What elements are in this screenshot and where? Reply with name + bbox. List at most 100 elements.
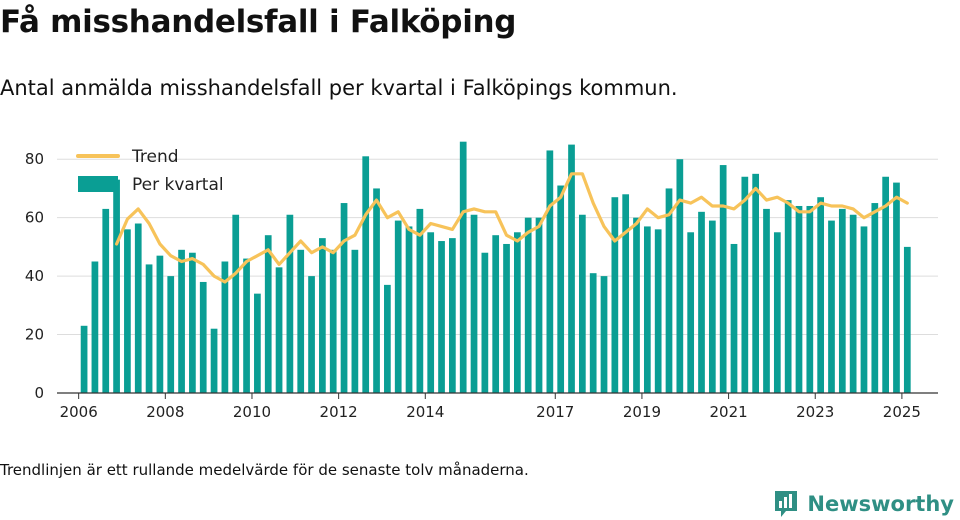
bar [189, 252, 196, 393]
chart-title: Få misshandelsfall i Falköping [0, 4, 517, 40]
bar [557, 185, 565, 393]
bar [622, 194, 630, 393]
legend: Trend Per kvartal [76, 147, 224, 195]
chart-area: 0 20 40 60 80 2006 2008 2010 2012 2014 2017 2019 202… [25, 141, 938, 421]
bar [882, 176, 890, 393]
bar [654, 229, 662, 393]
bar [719, 165, 727, 393]
y-tick-label: 40 [25, 267, 44, 285]
bar [817, 197, 825, 393]
bar [784, 200, 792, 393]
bar [514, 232, 521, 393]
bar [264, 235, 272, 393]
bar [568, 144, 575, 393]
bar [546, 150, 554, 393]
bar [178, 249, 185, 393]
newsworthy-logo-icon [775, 491, 798, 517]
bar [232, 214, 240, 393]
x-tick-label: 2014 [406, 403, 444, 421]
bar [578, 214, 586, 393]
legend-label: Per kvartal [132, 175, 224, 195]
bar [329, 249, 337, 393]
footnote: Trendlinjen är ett rullande medelvärde f… [0, 461, 529, 479]
bar [893, 182, 900, 393]
bar [600, 276, 608, 393]
bar [134, 223, 142, 393]
bar [394, 220, 402, 393]
bar [340, 203, 348, 393]
x-tick-label: 2017 [536, 403, 574, 421]
bar [449, 238, 456, 393]
bar [91, 261, 99, 393]
x-tick-label: 2021 [709, 403, 747, 421]
x-tick-label: 2025 [883, 403, 921, 421]
legend-item: Trend [76, 147, 179, 167]
y-tick-label: 20 [25, 326, 44, 344]
bar [102, 208, 110, 393]
chart-subtitle: Antal anmälda misshandelsfall per kvarta… [0, 76, 678, 100]
bar [470, 214, 478, 393]
bar [254, 293, 261, 393]
x-tick-label: 2008 [146, 403, 184, 421]
bar [113, 179, 120, 393]
bar [459, 141, 467, 393]
bar [80, 325, 88, 393]
bar [167, 276, 175, 393]
line-layer [114, 172, 909, 284]
bar [481, 252, 489, 393]
bar [384, 284, 391, 393]
bar [319, 238, 326, 393]
x-tick-label: 2019 [623, 403, 661, 421]
y-tick-label: 80 [25, 150, 44, 168]
x-tick-label: 2012 [320, 403, 358, 421]
bar [362, 156, 370, 393]
bar [503, 243, 510, 393]
bar [156, 255, 164, 393]
brand: Newsworthy [773, 488, 954, 520]
bar [221, 261, 229, 393]
bar [763, 208, 770, 393]
bar [373, 188, 380, 393]
bar [676, 159, 684, 393]
bar [438, 241, 445, 393]
bar [752, 173, 760, 393]
bar [405, 226, 413, 393]
bar [708, 220, 716, 393]
y-tick-label: 0 [34, 384, 44, 402]
bar [643, 226, 651, 393]
bar [849, 214, 857, 393]
bar [589, 273, 597, 393]
bar [795, 205, 803, 393]
bar [535, 217, 543, 393]
legend-swatch-bars [78, 176, 118, 192]
bar [199, 281, 207, 393]
y-tick-label: 60 [25, 209, 44, 227]
bar [773, 232, 781, 393]
bar [427, 232, 435, 393]
bar [828, 220, 835, 393]
bar [698, 211, 705, 393]
bar [633, 217, 640, 393]
bar [687, 232, 695, 393]
bar [297, 249, 305, 393]
legend-item: Per kvartal [78, 175, 224, 195]
bar [492, 235, 500, 393]
x-tick-label: 2023 [796, 403, 834, 421]
bar [124, 229, 131, 393]
bar [275, 267, 283, 393]
bar [730, 243, 738, 393]
bar [416, 208, 424, 393]
bar [741, 176, 749, 393]
bar [665, 188, 673, 393]
x-tick-label: 2006 [60, 403, 98, 421]
bar [860, 226, 868, 393]
bar [903, 246, 911, 393]
bar [243, 258, 250, 393]
bar [806, 205, 814, 393]
bar [145, 264, 153, 393]
axis-layer: 0 20 40 60 80 2006 2008 2010 2012 2014 2017 2019 202… [25, 150, 938, 421]
bar [838, 208, 846, 393]
bar [871, 203, 879, 393]
bar [210, 328, 218, 393]
bar [524, 217, 532, 393]
